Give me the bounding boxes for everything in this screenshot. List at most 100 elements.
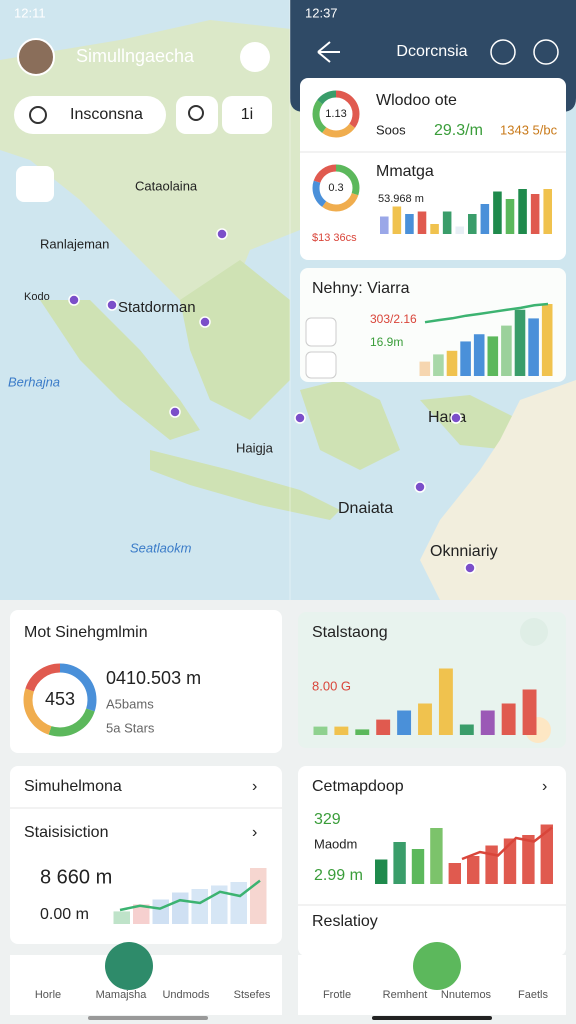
bar [503,838,517,884]
bar [442,211,452,234]
card[interactable] [300,268,566,382]
map-pin[interactable] [199,316,211,328]
map-pin[interactable] [450,412,462,424]
card-title: Mot Sinehgmlmin [24,624,148,641]
map-label: Kodo [24,291,50,303]
bar [191,889,208,924]
value: 8.00 G [312,678,351,693]
header-icon[interactable] [490,39,516,65]
search-button[interactable] [176,96,218,134]
search-placeholder[interactable]: Insconsna [70,106,143,123]
label: A5bams [106,696,154,711]
card-icon [520,618,548,646]
trend-line [119,879,261,912]
trend-line [424,302,549,324]
map-pin[interactable] [169,406,181,418]
bar [543,189,552,234]
bar [455,226,464,234]
back-arrow[interactable] [317,41,340,63]
header-icon[interactable] [533,39,559,65]
map-label: Statdorman [118,299,196,316]
status-time: 12:37 [305,5,338,20]
nav-label[interactable]: Mamajsha [96,989,148,1001]
fab[interactable] [105,942,153,990]
nav-label[interactable]: Stsefes [234,989,271,1001]
bar [460,341,471,376]
cards [10,78,566,1020]
bar [487,336,499,376]
map-label: Seatlaokm [130,540,192,555]
donut-segment [23,663,97,737]
bar [392,206,402,234]
donut-segment [312,90,360,138]
map-label: Dnaiata [338,500,393,517]
label: Soos [376,122,406,137]
card-title: Cetmapdoop [312,778,404,795]
bar [250,868,267,924]
card-title: Stalstaong [312,624,388,641]
map-label: Haigja [236,440,274,455]
value: 29.3/m [434,122,483,139]
bar [505,199,515,234]
filter-button[interactable] [222,96,272,134]
status-time: 12:11 [14,5,46,20]
nav-label[interactable]: Frotle [323,989,351,1001]
donut-segment [23,663,97,737]
bar [518,189,527,234]
value: 329 [314,811,341,828]
map-pin[interactable] [414,481,426,493]
bar [530,194,540,234]
donut-segment [312,90,360,138]
donut-segment [312,164,360,212]
card-title: Simuhelmona [24,778,122,795]
bar [473,334,485,376]
bar [480,710,495,735]
card[interactable] [298,612,566,748]
map-pin[interactable] [464,562,476,574]
donut-label: 453 [45,689,75,709]
map-pin[interactable] [106,299,118,311]
card-subtitle: Staisisiction [24,824,108,841]
help-button[interactable] [240,42,270,72]
bar [433,354,444,376]
nav-label[interactable]: Faetls [518,989,548,1001]
bar [430,224,439,234]
bar [334,726,349,735]
map-label: Ranlajeman [40,236,109,251]
filter-label[interactable]: 1i [241,106,253,123]
nav-label[interactable]: Nnutemos [441,989,492,1001]
donut-segment [312,164,360,212]
map-pin[interactable] [68,294,80,306]
bar [375,859,388,884]
bar [393,842,406,884]
bar [411,849,425,884]
bar [480,204,490,234]
bar [493,191,502,234]
search-bar[interactable] [14,96,166,134]
value: 2.99 m [314,867,363,884]
chevron: › [542,778,547,795]
nav-label[interactable]: Undmods [162,989,210,1001]
chevron: › [252,778,257,795]
map-pin[interactable] [216,228,228,240]
map-label: Cataolaina [135,178,198,193]
bar [376,719,391,735]
bar [501,703,516,735]
layer-button[interactable] [16,166,54,202]
bar [230,882,247,924]
nav-label[interactable]: Horle [35,989,61,1001]
bar [448,863,461,884]
bar [438,668,453,735]
bar [355,729,370,735]
bar [133,904,150,924]
map-label: Berhajna [8,374,60,389]
bar [397,710,412,735]
map-pin[interactable] [294,412,306,424]
avatar[interactable] [17,38,55,76]
card[interactable] [10,610,282,753]
nav-label[interactable]: Remhent [383,989,428,1001]
value: $13 36cs [312,232,357,244]
bar [446,350,458,376]
bar [540,824,553,884]
fab[interactable] [413,942,461,990]
